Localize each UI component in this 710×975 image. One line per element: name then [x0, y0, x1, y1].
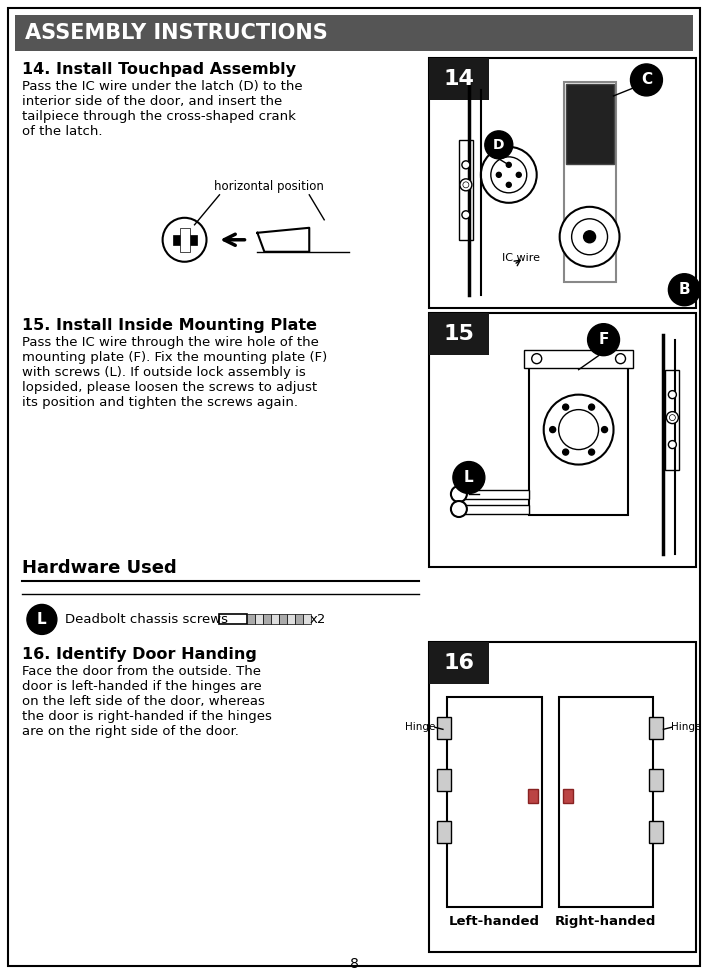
Bar	[279, 614, 288, 624]
Circle shape	[516, 173, 521, 177]
Bar	[429, 643, 488, 684]
Bar	[559, 697, 653, 907]
Circle shape	[630, 64, 662, 96]
Text: 15. Install Inside Mounting Plate: 15. Install Inside Mounting Plate	[22, 318, 317, 332]
Circle shape	[496, 173, 501, 177]
Bar	[437, 821, 451, 843]
Circle shape	[532, 354, 542, 364]
Bar	[528, 790, 537, 803]
Bar	[562, 790, 573, 803]
Bar	[566, 84, 613, 164]
Circle shape	[463, 181, 469, 188]
Circle shape	[562, 404, 569, 410]
Circle shape	[485, 131, 513, 159]
Text: L: L	[464, 470, 474, 485]
Circle shape	[668, 391, 677, 399]
Circle shape	[462, 161, 470, 169]
Text: 14. Install Touchpad Assembly: 14. Install Touchpad Assembly	[22, 62, 296, 77]
Circle shape	[27, 604, 57, 635]
Polygon shape	[258, 228, 310, 252]
Bar	[256, 614, 263, 624]
Bar	[564, 82, 616, 282]
Bar	[650, 769, 663, 792]
Circle shape	[589, 449, 594, 455]
Bar	[650, 821, 663, 843]
Text: Pass the IC wire through the wire hole of the
mounting plate (F). Fix the mounti: Pass the IC wire through the wire hole o…	[22, 335, 327, 409]
Bar	[459, 504, 529, 514]
Text: D: D	[493, 137, 505, 152]
Text: 15: 15	[444, 324, 474, 344]
Bar	[447, 697, 542, 907]
Circle shape	[163, 217, 207, 261]
Bar	[263, 614, 271, 624]
Circle shape	[589, 404, 594, 410]
Circle shape	[601, 427, 608, 433]
Text: Face the door from the outside. The
door is left-handed if the hinges are
on the: Face the door from the outside. The door…	[22, 665, 272, 738]
Circle shape	[562, 449, 569, 455]
Bar	[437, 718, 451, 739]
Circle shape	[667, 411, 678, 423]
Bar	[524, 350, 633, 368]
Circle shape	[460, 178, 472, 191]
Text: 8: 8	[350, 957, 359, 971]
Bar	[429, 58, 697, 308]
Text: L: L	[37, 612, 47, 627]
Text: B: B	[679, 282, 690, 297]
Bar	[429, 313, 697, 567]
Circle shape	[668, 441, 677, 448]
Text: horizontal position: horizontal position	[214, 179, 324, 193]
Bar	[459, 139, 473, 240]
Circle shape	[584, 231, 596, 243]
Bar	[437, 769, 451, 792]
Circle shape	[451, 501, 467, 517]
Bar	[459, 489, 529, 498]
Bar	[429, 58, 488, 99]
Circle shape	[670, 414, 675, 420]
Bar	[219, 614, 247, 624]
Text: Right-handed: Right-handed	[555, 916, 656, 928]
Circle shape	[506, 163, 511, 168]
Text: 16. Identify Door Handing: 16. Identify Door Handing	[22, 647, 257, 662]
Circle shape	[506, 182, 511, 187]
Circle shape	[453, 461, 485, 493]
Circle shape	[588, 324, 620, 356]
Text: IC wire: IC wire	[502, 253, 540, 262]
Circle shape	[491, 157, 527, 193]
Text: x2: x2	[310, 613, 326, 626]
Circle shape	[616, 354, 626, 364]
Circle shape	[462, 211, 470, 218]
Circle shape	[572, 218, 608, 254]
Circle shape	[451, 487, 467, 502]
Bar	[429, 313, 488, 355]
Text: ASSEMBLY INSTRUCTIONS: ASSEMBLY INSTRUCTIONS	[25, 23, 328, 43]
Bar	[288, 614, 295, 624]
Bar	[303, 614, 311, 624]
Bar	[247, 614, 256, 624]
Circle shape	[559, 207, 620, 267]
Bar	[180, 228, 190, 252]
Text: 16: 16	[444, 653, 474, 674]
Text: Hinge: Hinge	[405, 722, 435, 732]
Text: 14: 14	[444, 69, 474, 89]
Bar	[650, 718, 663, 739]
Text: Left-handed: Left-handed	[448, 916, 540, 928]
Text: Pass the IC wire under the latch (D) to the
interior side of the door, and inser: Pass the IC wire under the latch (D) to …	[22, 80, 302, 137]
Circle shape	[668, 274, 700, 306]
Text: Hinge: Hinge	[672, 722, 701, 732]
Circle shape	[559, 410, 599, 449]
Circle shape	[550, 427, 556, 433]
Bar	[15, 15, 694, 51]
Bar	[429, 643, 697, 953]
Text: F: F	[599, 332, 608, 347]
Circle shape	[481, 147, 537, 203]
Bar	[173, 235, 197, 245]
Text: Deadbolt chassis screws: Deadbolt chassis screws	[65, 613, 228, 626]
Bar	[295, 614, 303, 624]
Bar	[529, 355, 628, 515]
Text: C: C	[641, 72, 652, 88]
Circle shape	[544, 395, 613, 464]
Bar	[271, 614, 279, 624]
Text: Hardware Used: Hardware Used	[22, 560, 177, 577]
Bar	[665, 370, 679, 470]
